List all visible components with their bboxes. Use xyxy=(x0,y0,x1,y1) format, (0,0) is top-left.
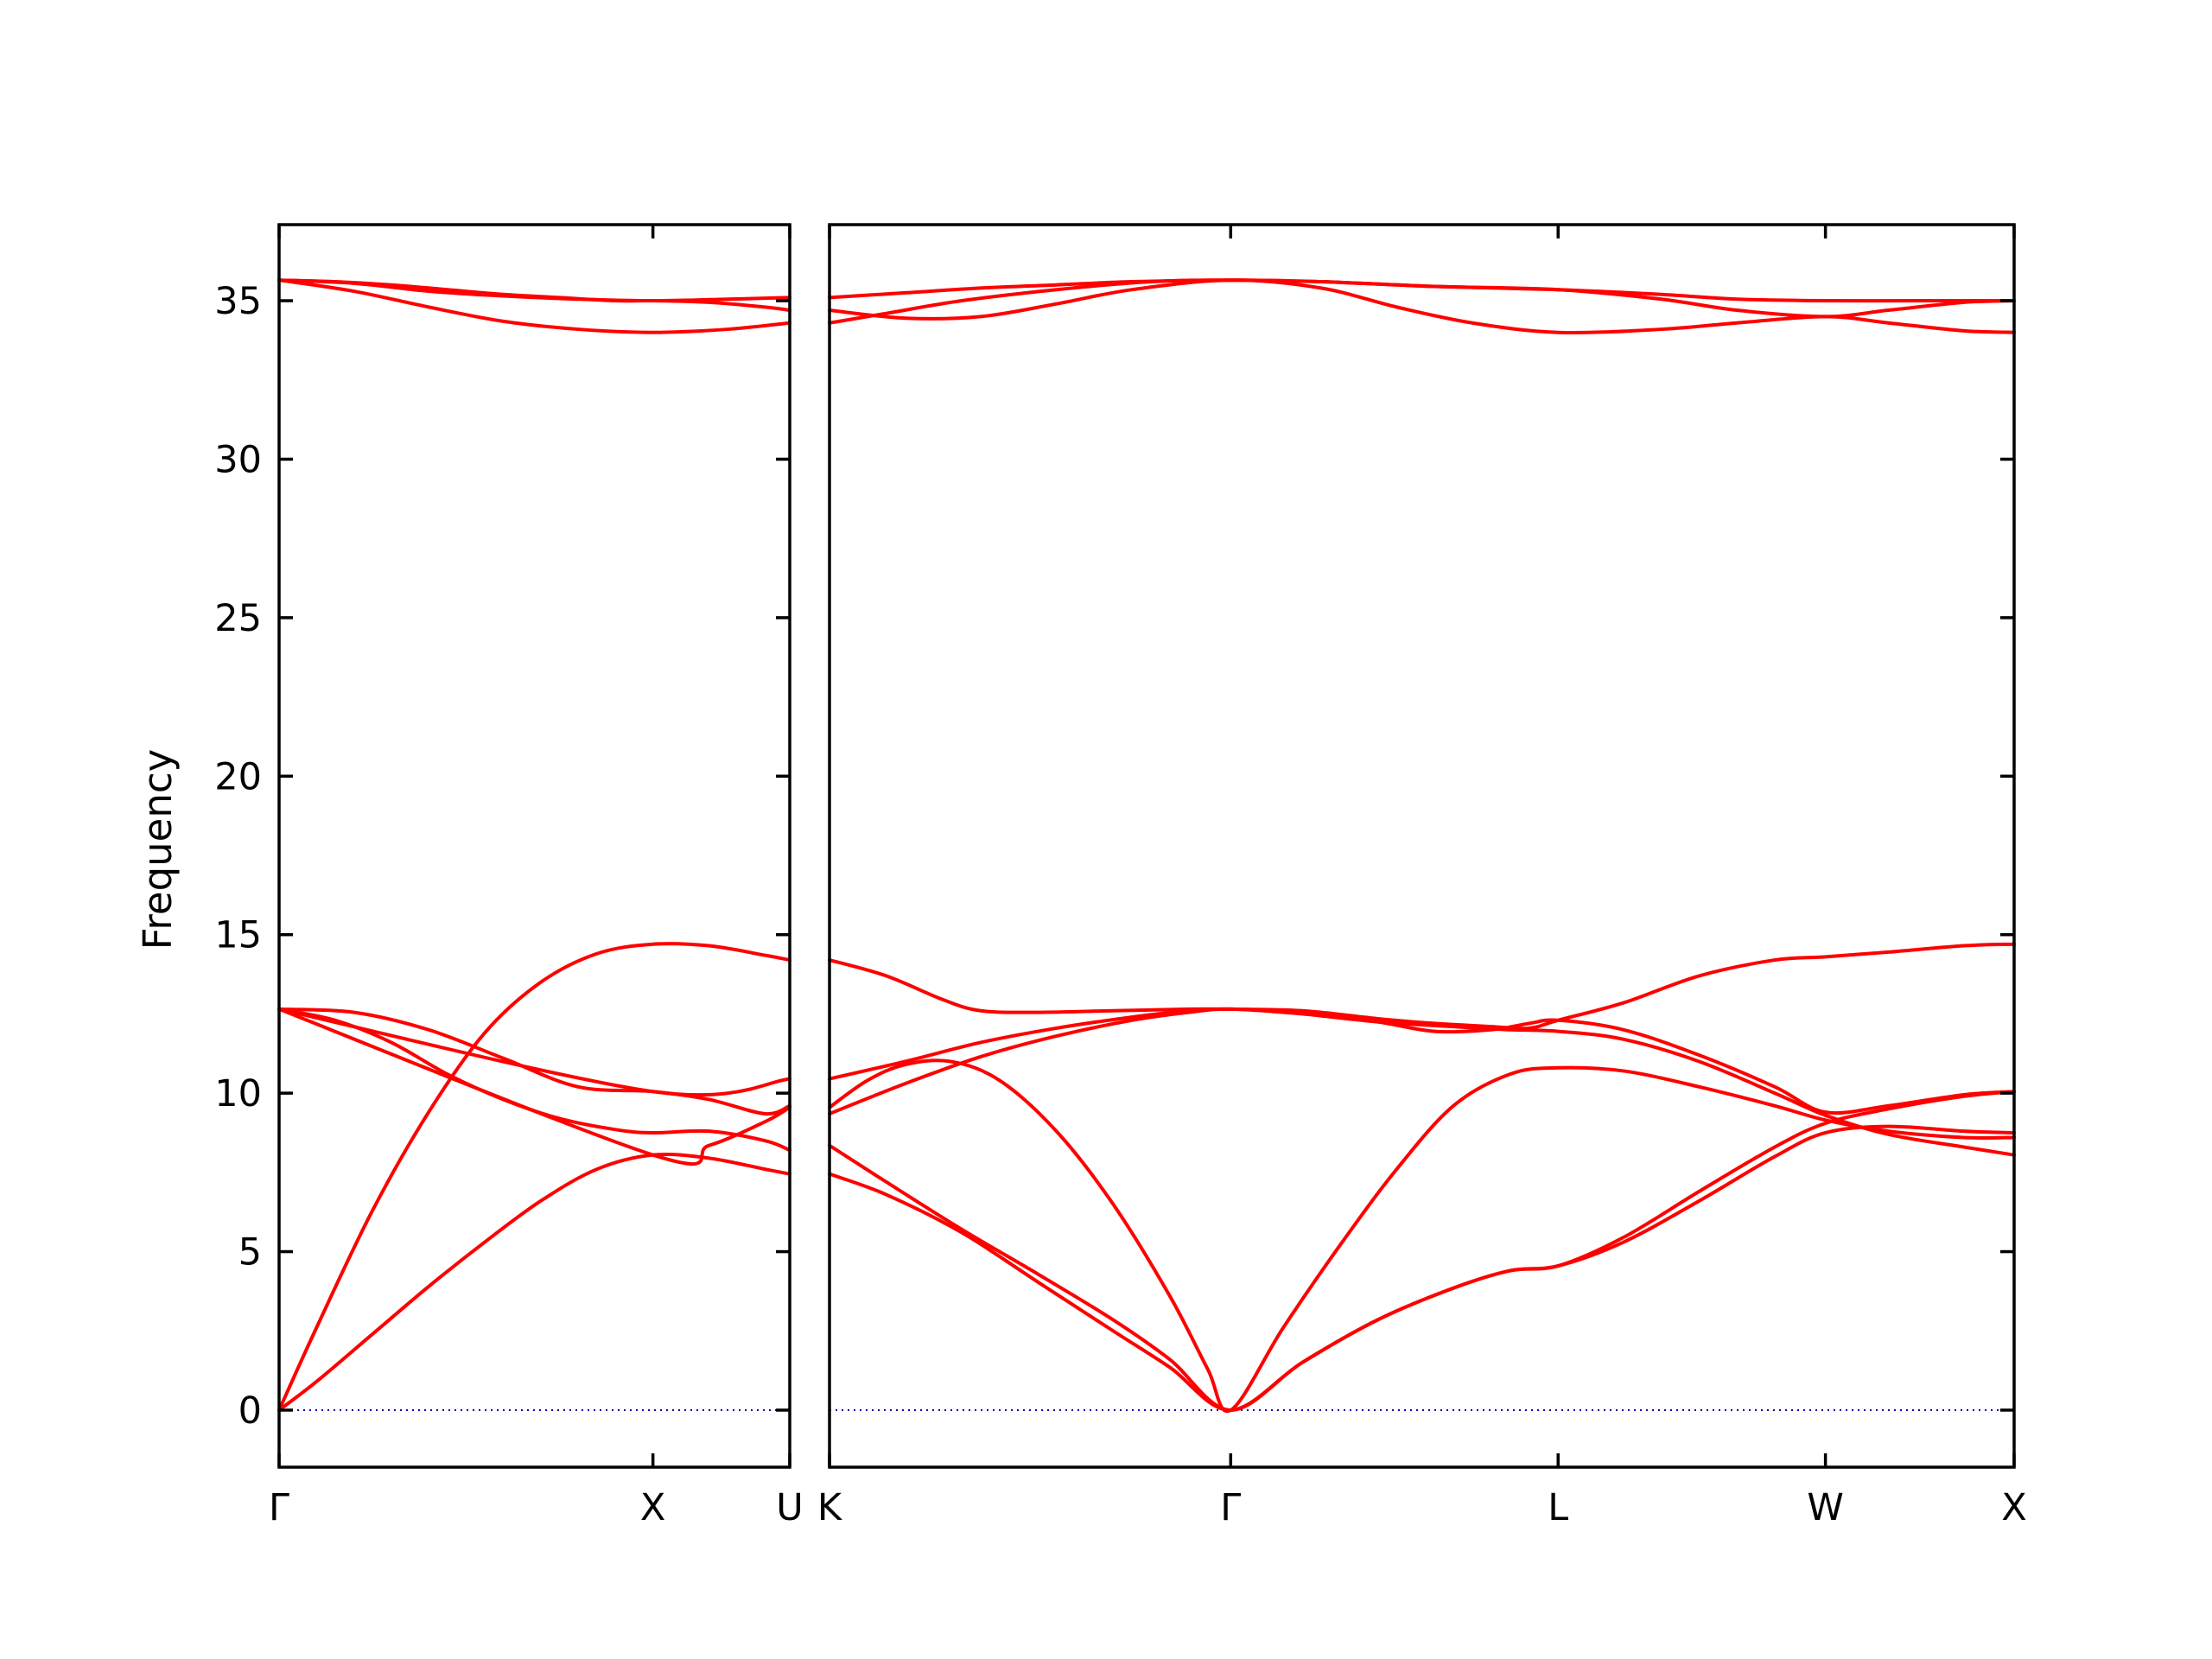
x-tick-label: K xyxy=(817,1486,843,1529)
band-1 xyxy=(828,1124,2016,1412)
band-6 xyxy=(828,942,2016,1031)
band-2 xyxy=(277,942,791,1412)
y-tick-label: 25 xyxy=(214,597,262,640)
band-panels: 0 5 10 15 20 25 30 35 Γ X U K Γ L W X xyxy=(214,223,2027,1529)
y-tick-label: 15 xyxy=(214,914,262,957)
y-tick-label: 5 xyxy=(238,1231,262,1274)
band-9 xyxy=(828,278,2016,325)
band-5 xyxy=(828,1007,2016,1116)
x-tick-label: Γ xyxy=(1220,1486,1241,1529)
band-6 xyxy=(277,1007,791,1097)
y-tick-label: 0 xyxy=(238,1389,262,1433)
band-3 xyxy=(828,1058,2016,1414)
y-tick-label: 30 xyxy=(214,438,262,481)
x-tick-label: X xyxy=(2001,1486,2026,1529)
band-5 xyxy=(277,1007,791,1166)
x-tick-label: X xyxy=(640,1486,665,1529)
x-tick-label: U xyxy=(776,1486,803,1529)
y-tick-label: 35 xyxy=(214,280,262,323)
y-tick-label: 20 xyxy=(214,755,262,798)
band-8 xyxy=(277,278,791,334)
band-3 xyxy=(277,1007,791,1153)
panel-frame xyxy=(828,223,2016,1469)
panel-1: 0 5 10 15 20 25 30 35 Γ X U xyxy=(214,223,804,1529)
x-tick-label: W xyxy=(1807,1486,1844,1529)
band-4 xyxy=(277,1007,791,1116)
y-tick-label: 10 xyxy=(214,1072,262,1116)
band-2 xyxy=(828,1090,2016,1412)
panel-frame xyxy=(277,223,791,1469)
band-1 xyxy=(277,1152,791,1412)
x-tick-label: L xyxy=(1548,1486,1568,1529)
band-9 xyxy=(277,278,791,313)
band-4 xyxy=(828,1007,2016,1157)
x-tick-label: Γ xyxy=(269,1486,289,1529)
y-axis-title: Frequency xyxy=(135,749,181,950)
band-7 xyxy=(828,278,2016,303)
